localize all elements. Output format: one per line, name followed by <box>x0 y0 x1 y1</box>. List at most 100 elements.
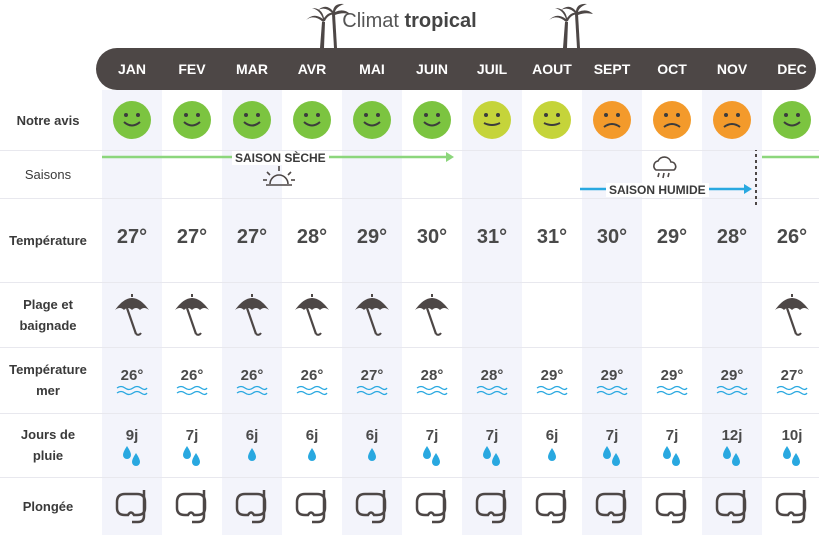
month-header-bar <box>96 48 816 90</box>
sea-temperature-value: 29° <box>600 367 624 384</box>
rain-drop-icon <box>642 446 702 473</box>
column-stripe <box>582 90 642 535</box>
title-emphasis: tropical <box>404 10 477 32</box>
beach-umbrella-icon <box>402 292 462 341</box>
month-label: JUIN <box>416 61 448 77</box>
sea-temperature-value: 26° <box>120 367 144 384</box>
snorkel-mask-icon <box>402 488 462 531</box>
month-label: JAN <box>117 61 146 77</box>
temperature-value: 30° <box>416 226 448 248</box>
rating-smiley-good-icon <box>352 100 392 145</box>
waves-icon <box>642 384 702 402</box>
temperature-value: 29° <box>356 226 388 248</box>
temperature-value: 27° <box>236 226 268 248</box>
beach-umbrella-icon <box>342 292 402 341</box>
rating-smiley-bad-icon <box>592 100 632 145</box>
snorkel-mask-icon <box>282 488 342 531</box>
beach-umbrella-icon <box>222 292 282 341</box>
month-label: NOV <box>716 61 748 77</box>
sea-temperature-value: 26° <box>240 367 264 384</box>
waves-icon <box>762 384 819 402</box>
row-divider <box>0 477 819 478</box>
sea-temperature-value: 26° <box>180 367 204 384</box>
rain-days-value: 10j <box>781 427 803 444</box>
row-divider <box>0 150 819 151</box>
rating-smiley-ok-icon <box>472 100 512 145</box>
row-divider <box>0 282 819 283</box>
snorkel-mask-icon <box>462 488 522 531</box>
sea-temperature-value: 29° <box>660 367 684 384</box>
rain-days-value: 6j <box>365 427 379 444</box>
rain-days-value: 12j <box>721 427 743 444</box>
rating-smiley-bad-icon <box>712 100 752 145</box>
temperature-value: 28° <box>716 226 748 248</box>
row-divider <box>0 413 819 414</box>
temperature-value: 28° <box>296 226 328 248</box>
rain-days-value: 7j <box>605 427 619 444</box>
snorkel-mask-icon <box>342 488 402 531</box>
sea-temperature-value: 28° <box>480 367 504 384</box>
rain-drop-icon <box>282 446 342 473</box>
waves-icon <box>522 384 582 402</box>
rating-smiley-bad-icon <box>652 100 692 145</box>
month-label: JUIL <box>476 61 508 77</box>
temperature-value: 31° <box>536 226 568 248</box>
rain-days-value: 7j <box>485 427 499 444</box>
row-divider <box>0 198 819 199</box>
waves-icon <box>222 384 282 402</box>
snorkel-mask-icon <box>762 488 819 531</box>
row-label-plage: Plage et baignade <box>19 296 77 333</box>
rain-days-value: 7j <box>665 427 679 444</box>
row-label-avis: Notre avis <box>16 112 80 128</box>
month-label: FEV <box>178 61 206 77</box>
snorkel-mask-icon <box>102 488 162 531</box>
temperature-value: 29° <box>656 226 688 248</box>
rating-smiley-good-icon <box>112 100 152 145</box>
rain-drop-icon <box>762 446 819 473</box>
dry-season-arrowhead <box>446 152 454 162</box>
beach-umbrella-icon <box>762 292 819 341</box>
sea-temperature-value: 27° <box>360 367 384 384</box>
row-label-mer: Température mer <box>9 362 87 398</box>
waves-icon <box>702 384 762 402</box>
waves-icon <box>282 384 342 402</box>
rain-drop-icon <box>342 446 402 473</box>
beach-umbrella-icon <box>282 292 342 341</box>
waves-icon <box>462 384 522 402</box>
beach-umbrella-icon <box>102 292 162 341</box>
row-label-temperature: Température <box>9 232 87 248</box>
month-label: AVR <box>297 61 327 77</box>
temperature-value: 26° <box>776 226 808 248</box>
sea-temperature-value: 27° <box>780 367 804 384</box>
snorkel-mask-icon <box>162 488 222 531</box>
month-label: OCT <box>657 61 687 77</box>
snorkel-mask-icon <box>222 488 282 531</box>
rain-days-value: 6j <box>545 427 559 444</box>
rating-smiley-good-icon <box>172 100 212 145</box>
row-label-saisons: Saisons <box>24 166 72 182</box>
wet-season-arrowhead <box>744 184 752 194</box>
rain-cloud-icon <box>653 156 677 179</box>
rain-drop-icon <box>402 446 462 473</box>
rain-drop-icon <box>462 446 522 473</box>
month-label: SEPT <box>593 61 631 77</box>
rain-days-value: 9j <box>125 427 139 444</box>
title-prefix: Climat <box>342 10 405 32</box>
snorkel-mask-icon <box>582 488 642 531</box>
sea-temperature-value: 29° <box>540 367 564 384</box>
temperature-value: 30° <box>596 226 628 248</box>
temperature-value: 27° <box>116 226 148 248</box>
column-stripe <box>702 90 762 535</box>
dry-season-label: SAISON SÈCHE <box>232 151 329 165</box>
snorkel-mask-icon <box>522 488 582 531</box>
rating-smiley-good-icon <box>232 100 272 145</box>
temperature-value: 27° <box>176 226 208 248</box>
temperature-value: 31° <box>476 226 508 248</box>
rain-drop-icon <box>582 446 642 473</box>
waves-icon <box>162 384 222 402</box>
sun-icon <box>263 166 295 186</box>
month-label: AOUT <box>532 61 572 77</box>
snorkel-mask-icon <box>642 488 702 531</box>
palm-tree-icon-right <box>549 3 593 48</box>
waves-icon <box>102 384 162 402</box>
